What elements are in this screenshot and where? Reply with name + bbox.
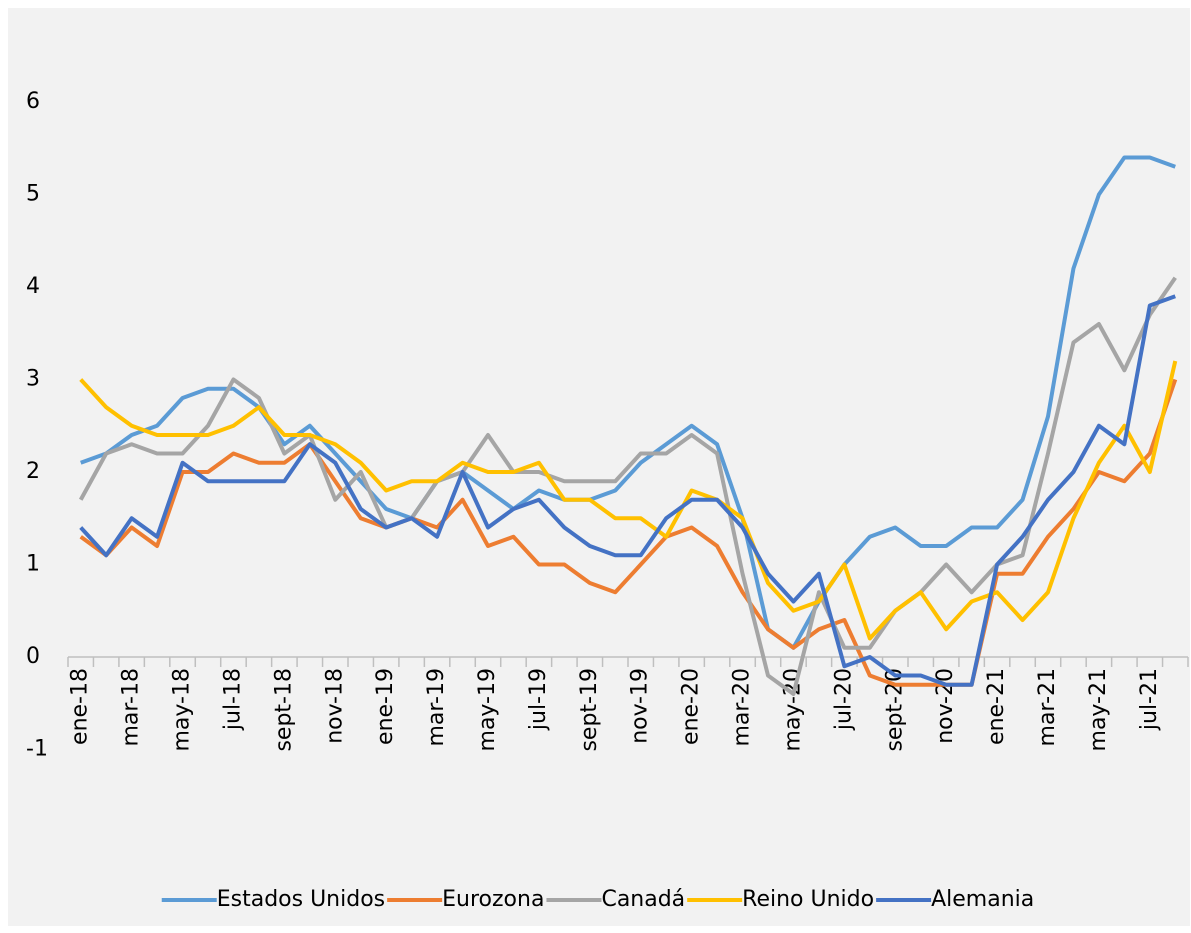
y-tick-label: -1 [26,737,48,762]
x-tick-label: mar-19 [424,668,449,746]
x-tick-label: jul-19 [526,668,551,731]
x-tick-label: mar-18 [119,668,144,746]
x-tick-label: may-19 [475,668,500,751]
y-tick-label: 1 [26,552,40,577]
x-tick-label: ene-18 [68,668,93,745]
x-tick-label: sept-19 [577,668,602,752]
y-tick-label: 6 [26,89,40,114]
y-tick-label: 3 [26,367,40,392]
x-tick-label: ene-19 [373,668,398,745]
legend: Estados Unidos Eurozona Canadá Reino Unido A… [161,887,1034,912]
x-tick-label: ene-21 [984,668,1009,745]
y-tick-label: 0 [26,644,40,669]
x-tick-label: may-21 [1086,668,1111,751]
x-tick-label: jul-20 [831,668,856,731]
y-tick-label: 4 [26,274,40,299]
legend-label: Estados Unidos [217,887,385,912]
x-tick-label: may-20 [780,668,805,751]
x-tick-label: jul-18 [220,668,245,731]
y-tick-label: 5 [26,182,40,207]
series-line [79,294,1176,687]
series-line [78,276,1177,696]
x-tick-label: mar-21 [1035,668,1060,746]
legend-label: Alemania [931,887,1034,912]
legend-label: Reino Unido [742,887,874,912]
plot-area: -1 0 1 2 3 4 5 6 ene-18 mar-18 may-18 jul-18 sept-18… [26,89,1189,762]
chart-background [8,8,1190,926]
legend-label: Canadá [601,887,685,912]
x-tick-label: ene-20 [679,668,704,745]
legend-label: Eurozona [442,887,544,912]
y-tick-label: 2 [26,459,40,484]
x-tick-label: nov-18 [322,668,347,744]
x-tick-label: mar-20 [730,668,755,746]
x-tick-label: may-18 [170,668,195,751]
x-tick-label: sept-18 [271,668,296,752]
x-tick-label: nov-19 [628,668,653,744]
x-tick-label: jul-21 [1137,668,1162,731]
